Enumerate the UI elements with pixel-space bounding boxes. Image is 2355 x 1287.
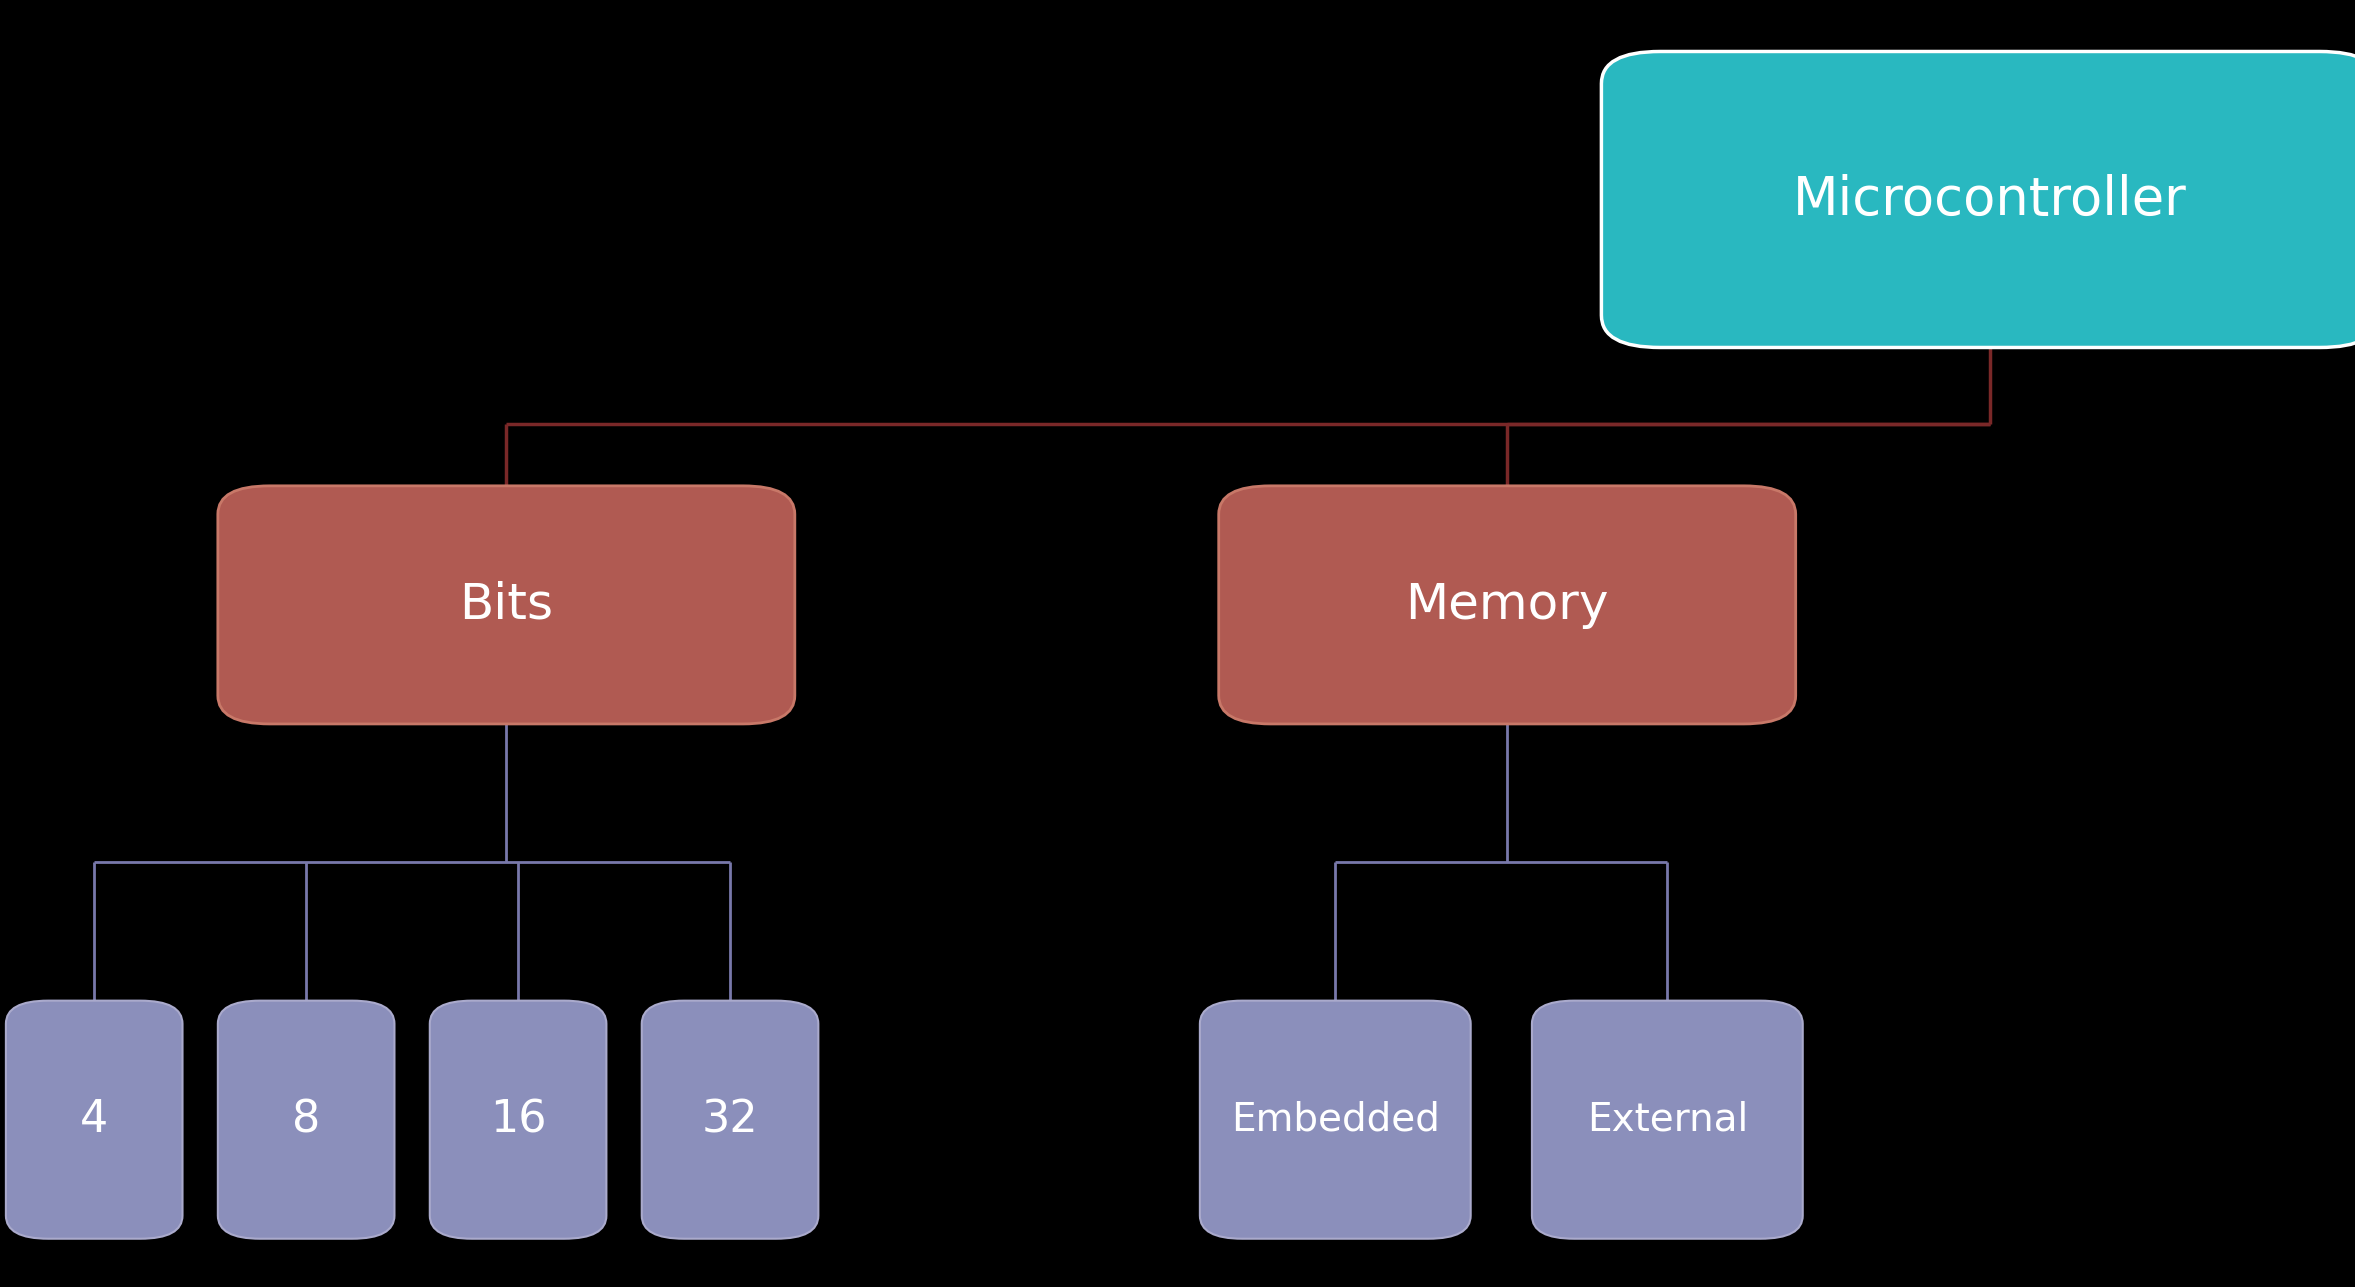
FancyBboxPatch shape	[7, 1001, 184, 1238]
FancyBboxPatch shape	[1220, 485, 1797, 723]
Text: 16: 16	[490, 1098, 546, 1142]
FancyBboxPatch shape	[429, 1001, 608, 1238]
Text: External: External	[1587, 1100, 1747, 1139]
FancyBboxPatch shape	[217, 485, 796, 723]
FancyBboxPatch shape	[1601, 51, 2355, 347]
Text: Embedded: Embedded	[1232, 1100, 1439, 1139]
FancyBboxPatch shape	[217, 1001, 393, 1238]
FancyBboxPatch shape	[1533, 1001, 1804, 1238]
Text: 8: 8	[292, 1098, 320, 1142]
Text: Memory: Memory	[1406, 580, 1608, 629]
Text: Bits: Bits	[459, 580, 553, 629]
Text: 4: 4	[80, 1098, 108, 1142]
FancyBboxPatch shape	[641, 1001, 820, 1238]
Text: 32: 32	[702, 1098, 758, 1142]
FancyBboxPatch shape	[1199, 1001, 1470, 1238]
Text: Microcontroller: Microcontroller	[1792, 174, 2188, 225]
